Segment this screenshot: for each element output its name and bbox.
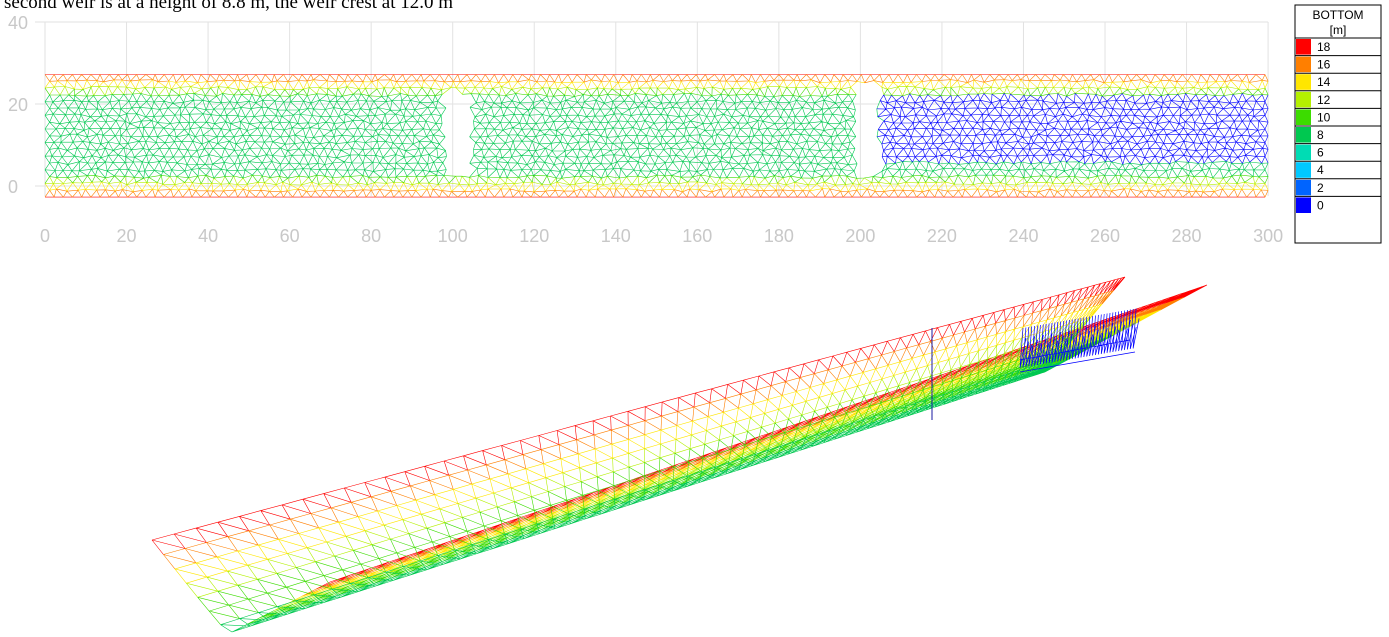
perspective-view (152, 277, 1207, 632)
x-tick-label: 180 (764, 226, 794, 246)
legend-label: 12 (1317, 93, 1331, 107)
legend-swatch (1296, 92, 1311, 108)
legend-label: 2 (1317, 181, 1324, 195)
x-tick-label: 220 (927, 226, 957, 246)
x-tick-label: 260 (1090, 226, 1120, 246)
legend-swatch (1296, 74, 1311, 90)
y-tick-label: 0 (8, 177, 18, 197)
x-tick-label: 240 (1008, 226, 1038, 246)
legend-swatch (1296, 145, 1311, 161)
legend-label: 18 (1317, 40, 1331, 54)
legend-swatch (1296, 109, 1311, 125)
y-tick-label: 40 (8, 13, 28, 33)
x-tick-label: 300 (1253, 226, 1283, 246)
legend-label: 0 (1317, 198, 1324, 212)
x-tick-label: 280 (1172, 226, 1202, 246)
legend-swatch (1296, 39, 1311, 55)
x-tick-label: 80 (361, 226, 381, 246)
x-tick-label: 100 (438, 226, 468, 246)
screenshot: second weir is at a height of 8.8 m, the… (0, 0, 1389, 637)
legend-unit: [m] (1330, 23, 1347, 37)
x-tick-label: 120 (519, 226, 549, 246)
legend: BOTTOM[m] 18 16 14 12 10 8 6 4 2 0 (1295, 5, 1381, 243)
legend-label: 6 (1317, 146, 1324, 160)
x-tick-label: 140 (601, 226, 631, 246)
legend-swatch (1296, 127, 1311, 143)
caption: second weir is at a height of 8.8 m, the… (4, 0, 453, 13)
x-tick-label: 160 (682, 226, 712, 246)
legend-label: 10 (1317, 110, 1331, 124)
x-tick-label: 0 (40, 226, 50, 246)
x-tick-label: 40 (198, 226, 218, 246)
legend-label: 8 (1317, 128, 1324, 142)
y-tick-label: 20 (8, 95, 28, 115)
legend-swatch (1296, 180, 1311, 196)
legend-swatch (1296, 57, 1311, 73)
legend-label: 16 (1317, 58, 1331, 72)
x-tick-label: 60 (280, 226, 300, 246)
legend-swatch (1296, 197, 1311, 213)
page: second weir is at a height of 8.8 m, the… (0, 0, 1389, 637)
legend-title: BOTTOM (1312, 8, 1363, 22)
mesh-3d (186, 318, 1137, 611)
legend-swatch (1296, 162, 1311, 178)
mesh (45, 93, 1268, 178)
x-tick-label: 200 (845, 226, 875, 246)
x-tick-label: 20 (117, 226, 137, 246)
legend-label: 4 (1317, 163, 1324, 177)
legend-label: 14 (1317, 75, 1331, 89)
